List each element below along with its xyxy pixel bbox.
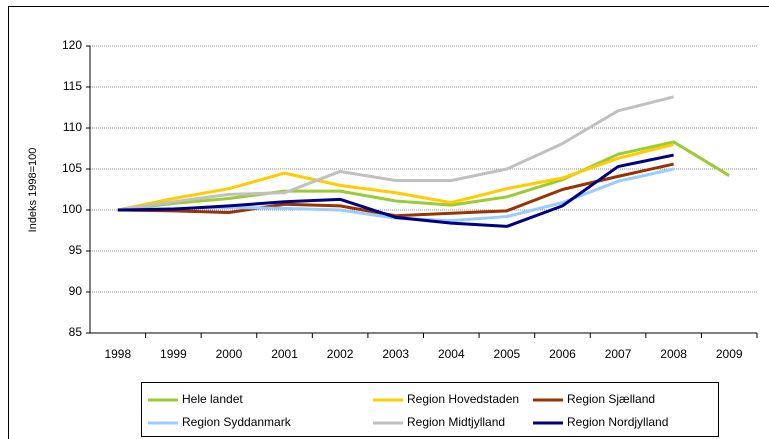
x-tick-label: 2004 [438,347,465,361]
y-tick-label: 95 [69,243,83,257]
series-line [117,142,674,212]
x-tick-label: 2005 [494,347,521,361]
legend-label: Region Hovedstaden [407,392,519,406]
x-tick-label: 1998 [104,347,131,361]
x-tick-label: 2001 [271,347,298,361]
legend-label: Hele landet [182,392,243,406]
legend-label: Region Nordjylland [567,415,668,429]
y-axis-label: Indeks 1998=100 [27,148,39,233]
legend-label: Region Sjælland [567,392,655,406]
x-tick-label: 2002 [327,347,354,361]
series-line [117,162,674,218]
x-tick-label: 2003 [382,347,409,361]
x-tick-label: 2006 [549,347,576,361]
series-line [117,95,674,212]
x-tick-label: 2008 [660,347,687,361]
legend [141,382,719,437]
x-tick-label: 2000 [216,347,243,361]
legend-label: Region Midtjylland [407,415,505,429]
x-tick-label: 2009 [716,347,743,361]
y-tick-label: 105 [62,161,82,175]
chart-frame [8,6,769,439]
y-tick-label: 110 [63,120,82,134]
x-tick-label: 1999 [160,347,187,361]
x-tick-label: 2007 [605,347,632,361]
series-line [117,140,730,212]
y-tick-label: 90 [69,284,83,298]
legend-label: Region Syddanmark [182,415,292,429]
y-tick-label: 115 [63,79,82,93]
y-tick-label: 100 [62,202,82,216]
y-tick-label: 120 [62,38,82,52]
y-tick-label: 85 [69,325,83,339]
series-line [117,153,674,228]
